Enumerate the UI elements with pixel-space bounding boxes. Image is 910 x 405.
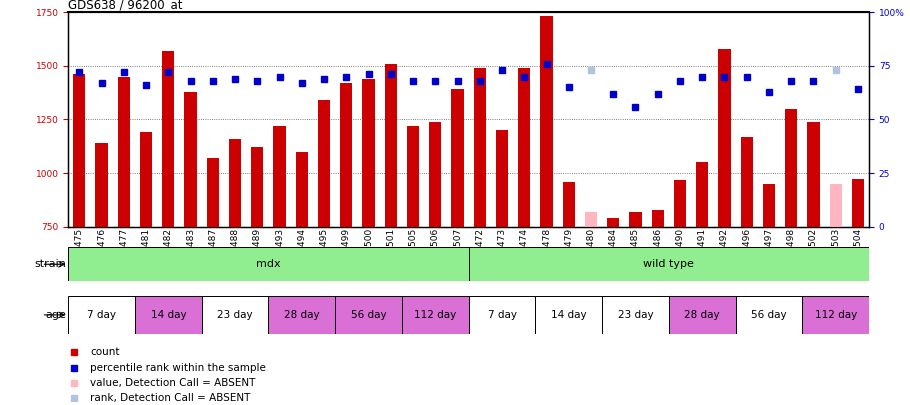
Text: 56 day: 56 day: [350, 310, 387, 320]
Bar: [763, 184, 775, 227]
Text: 28 day: 28 day: [284, 310, 319, 320]
Bar: [473, 68, 486, 227]
Bar: [469, 296, 535, 334]
Bar: [362, 79, 375, 227]
Bar: [602, 296, 669, 334]
Text: wild type: wild type: [643, 259, 694, 269]
Bar: [718, 49, 731, 227]
Bar: [68, 247, 469, 281]
Bar: [385, 64, 397, 227]
Bar: [207, 158, 219, 227]
Bar: [273, 126, 286, 227]
Bar: [535, 296, 602, 334]
Bar: [268, 296, 335, 334]
Bar: [803, 296, 869, 334]
Text: 112 day: 112 day: [414, 310, 457, 320]
Bar: [669, 296, 735, 334]
Bar: [162, 51, 175, 227]
Text: value, Detection Call = ABSENT: value, Detection Call = ABSENT: [90, 378, 256, 388]
Bar: [73, 75, 86, 227]
Text: 56 day: 56 day: [751, 310, 787, 320]
Bar: [140, 132, 152, 227]
Bar: [430, 122, 441, 227]
Bar: [630, 212, 642, 227]
Text: 14 day: 14 day: [150, 310, 187, 320]
Text: 7 day: 7 day: [87, 310, 116, 320]
Text: count: count: [90, 347, 120, 357]
Bar: [741, 136, 753, 227]
Bar: [496, 130, 508, 227]
Bar: [696, 162, 708, 227]
Text: 28 day: 28 day: [684, 310, 720, 320]
Bar: [402, 296, 469, 334]
Bar: [735, 296, 803, 334]
Bar: [852, 179, 864, 227]
Bar: [469, 247, 869, 281]
Text: GDS638 / 96200_at: GDS638 / 96200_at: [68, 0, 183, 11]
Text: rank, Detection Call = ABSENT: rank, Detection Call = ABSENT: [90, 393, 250, 403]
Bar: [785, 109, 797, 227]
Text: 23 day: 23 day: [618, 310, 653, 320]
Bar: [807, 122, 820, 227]
Bar: [185, 92, 197, 227]
Bar: [541, 17, 552, 227]
Bar: [451, 90, 464, 227]
Bar: [673, 179, 686, 227]
Text: 14 day: 14 day: [551, 310, 587, 320]
Bar: [318, 100, 330, 227]
Text: percentile rank within the sample: percentile rank within the sample: [90, 362, 266, 373]
Bar: [340, 83, 352, 227]
Bar: [135, 296, 202, 334]
Bar: [518, 68, 531, 227]
Text: mdx: mdx: [256, 259, 281, 269]
Bar: [68, 296, 135, 334]
Bar: [96, 143, 107, 227]
Bar: [251, 147, 264, 227]
Bar: [562, 182, 575, 227]
Bar: [229, 139, 241, 227]
Bar: [335, 296, 402, 334]
Text: 7 day: 7 day: [488, 310, 517, 320]
Bar: [652, 210, 664, 227]
Bar: [117, 77, 130, 227]
Text: age: age: [46, 310, 66, 320]
Text: 23 day: 23 day: [217, 310, 253, 320]
Bar: [202, 296, 268, 334]
Bar: [585, 212, 597, 227]
Bar: [607, 218, 620, 227]
Bar: [407, 126, 420, 227]
Text: 112 day: 112 day: [814, 310, 857, 320]
Bar: [296, 152, 308, 227]
Text: strain: strain: [35, 259, 66, 269]
Bar: [830, 184, 842, 227]
